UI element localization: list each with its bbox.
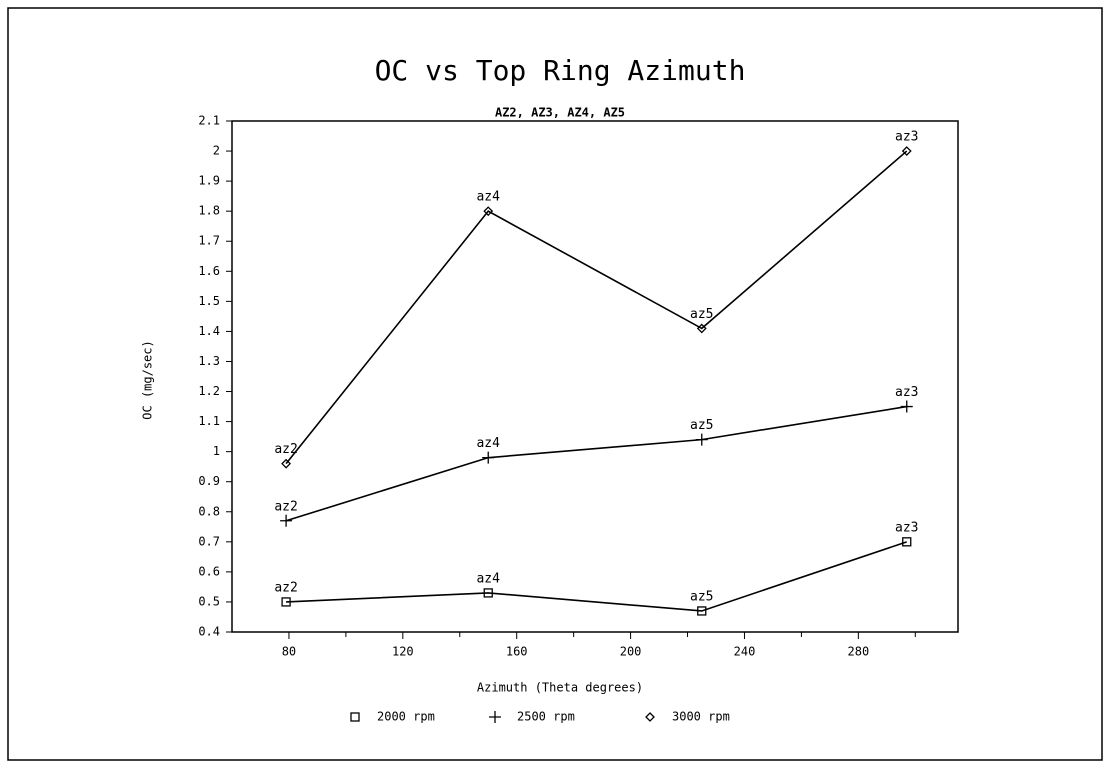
series-line	[286, 541, 908, 612]
frame	[7, 7, 1103, 761]
chart-subtitle: AZ2, AZ3, AZ4, AZ5	[495, 106, 625, 120]
point-label: az4	[476, 571, 500, 586]
x-tick-label: 120	[392, 645, 414, 659]
marker	[483, 588, 493, 598]
point-label: az3	[895, 520, 918, 535]
x-tick-label: 80	[282, 645, 296, 659]
x-tick-label: 240	[734, 645, 756, 659]
legend-label: 3000 rpm	[672, 710, 730, 724]
marker	[695, 433, 708, 446]
point-label: az5	[690, 307, 713, 322]
y-tick-label: 1.8	[198, 204, 220, 218]
marker	[696, 323, 707, 334]
point-label: az2	[274, 442, 297, 457]
y-tick-label: 1.6	[198, 264, 220, 278]
y-tick-label: 0.6	[198, 564, 220, 578]
legend-label: 2500 rpm	[517, 710, 575, 724]
y-tick-label: 0.5	[198, 594, 220, 608]
y-tick-label: 0.8	[198, 504, 220, 518]
x-tick-label: 160	[506, 645, 528, 659]
marker	[697, 606, 707, 616]
y-axis-label: OC (mg/sec)	[141, 340, 155, 419]
marker	[483, 206, 494, 217]
y-tick-label: 1.5	[198, 294, 220, 308]
x-tick-label: 280	[848, 645, 870, 659]
chart-title: OC vs Top Ring Azimuth	[375, 54, 746, 87]
y-tick-label: 1.3	[198, 354, 220, 368]
series-line	[285, 405, 907, 522]
point-label: az2	[274, 499, 297, 514]
series-line	[285, 150, 908, 465]
y-tick-label: 0.7	[198, 534, 220, 548]
marker	[900, 400, 913, 413]
x-axis-label: Azimuth (Theta degrees)	[477, 681, 643, 695]
point-label: az3	[895, 130, 918, 145]
y-tick-label: 1.4	[198, 324, 220, 338]
y-tick-label: 1.9	[198, 174, 220, 188]
y-tick-label: 2.1	[198, 114, 220, 128]
point-label: az4	[476, 190, 500, 205]
y-tick-label: 0.9	[198, 474, 220, 488]
marker	[280, 514, 293, 527]
plot-area	[231, 120, 959, 633]
point-label: az5	[690, 418, 713, 433]
legend-marker	[489, 711, 501, 723]
point-label: az2	[274, 580, 297, 595]
x-tick-label: 200	[620, 645, 642, 659]
marker	[482, 451, 495, 464]
y-tick-label: 1.2	[198, 384, 220, 398]
marker	[281, 597, 291, 607]
point-label: az4	[476, 436, 500, 451]
marker	[281, 458, 292, 469]
legend-marker	[645, 712, 655, 722]
y-tick-label: 1	[213, 444, 220, 458]
marker	[901, 146, 912, 156]
point-label: az5	[690, 589, 713, 604]
y-tick-label: 1.1	[198, 414, 220, 428]
point-label: az3	[895, 385, 918, 400]
marker	[902, 537, 912, 547]
legend-label: 2000 rpm	[377, 710, 435, 724]
legend-marker	[350, 712, 360, 722]
y-tick-label: 1.7	[198, 234, 220, 248]
y-tick-label: 2	[213, 144, 220, 158]
y-tick-label: 0.4	[198, 625, 220, 639]
